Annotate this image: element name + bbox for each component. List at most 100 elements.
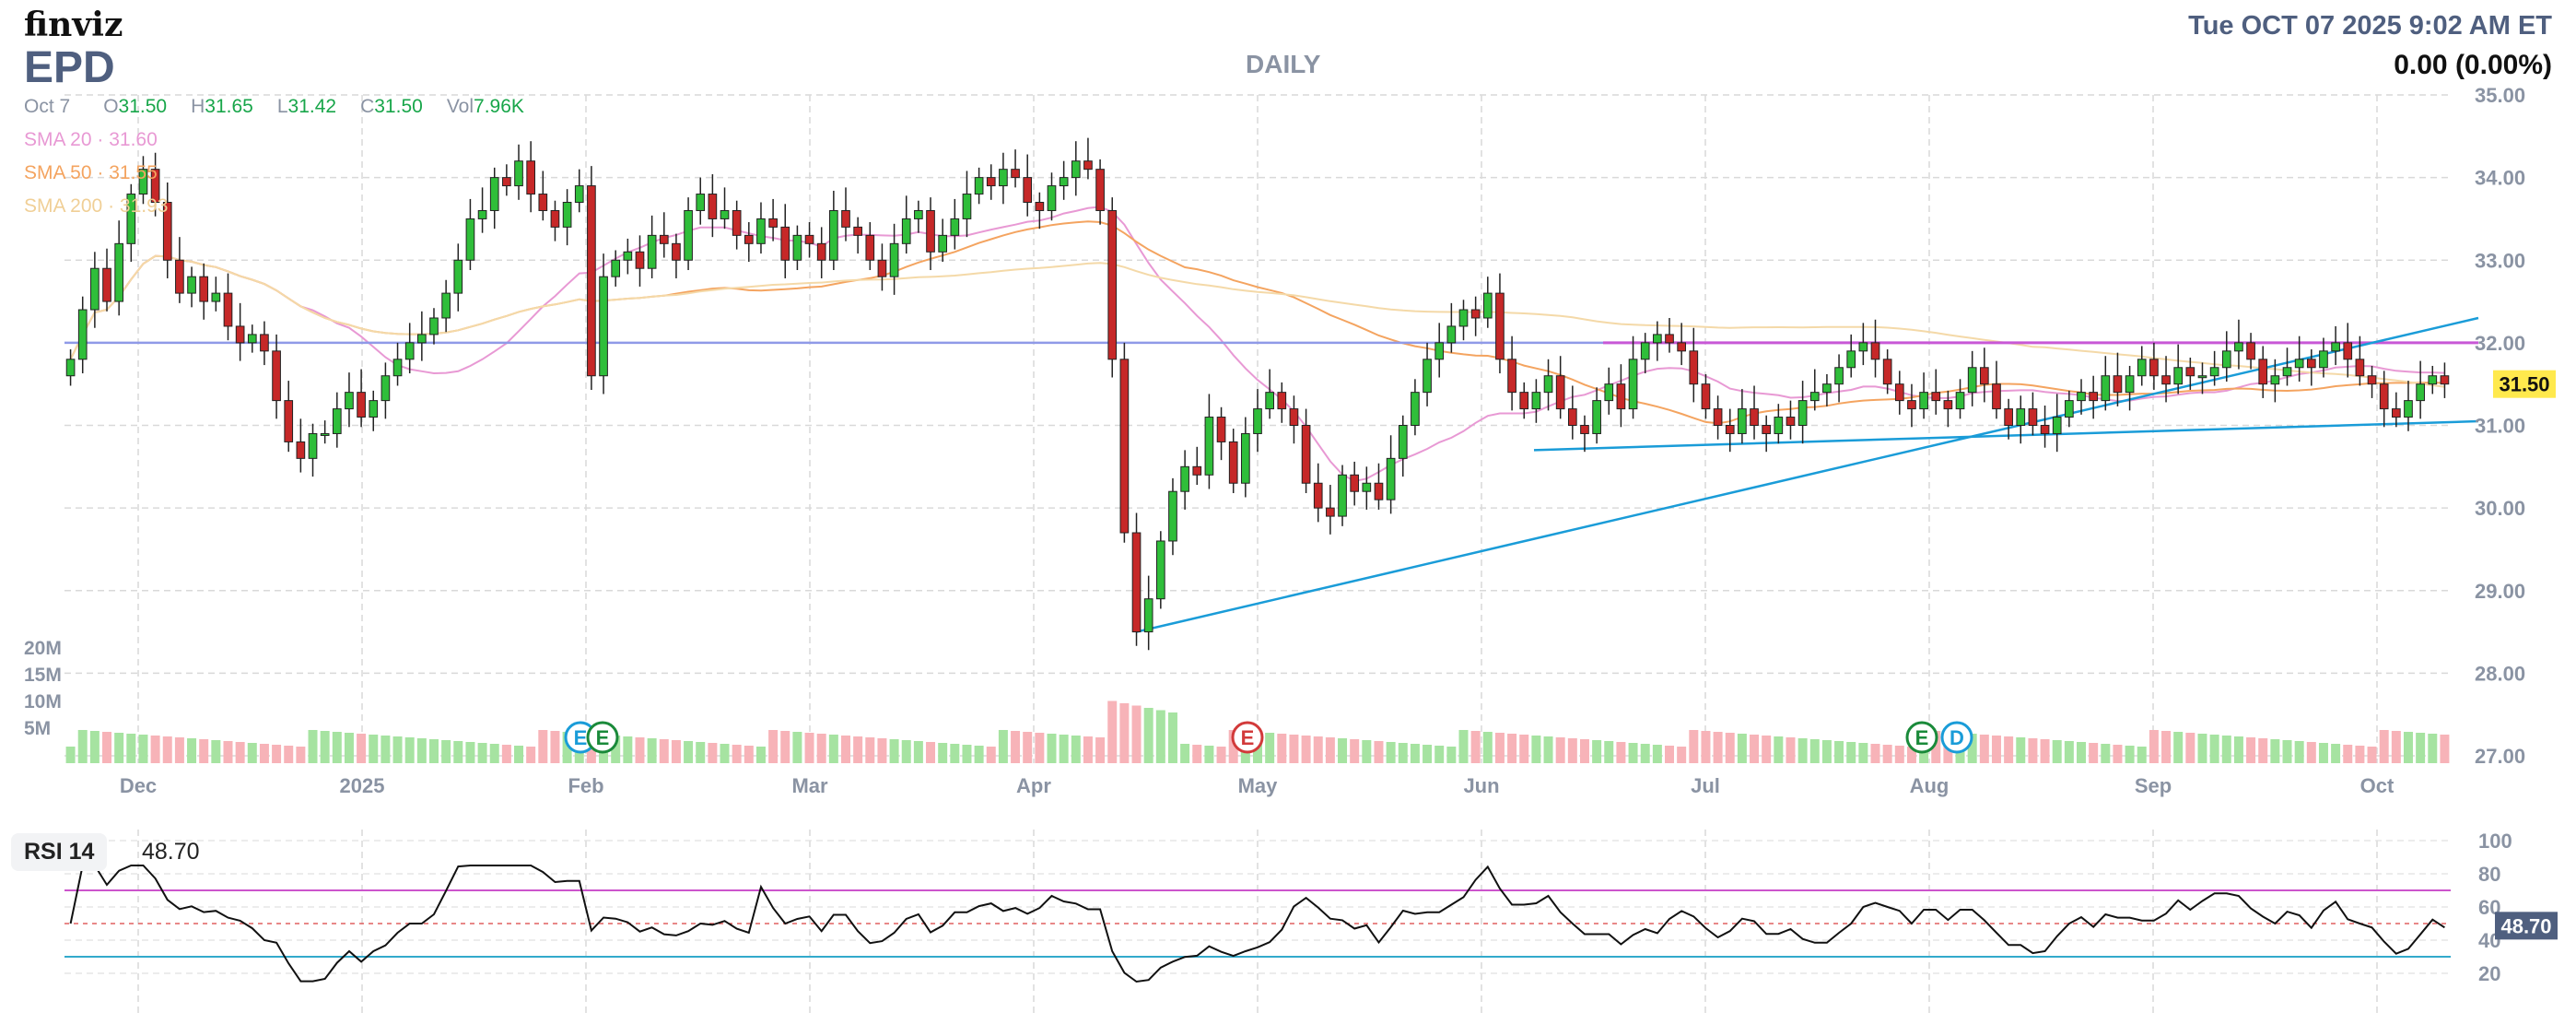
candle-body — [175, 259, 184, 294]
volume-bar — [611, 736, 621, 763]
candle-body — [2101, 375, 2111, 402]
candle-body — [2379, 383, 2389, 410]
candle-body — [1616, 383, 1626, 410]
candle-body — [1640, 342, 1650, 360]
volume-bar — [1991, 736, 2001, 763]
volume-bar — [501, 745, 511, 763]
candle-body — [1470, 309, 1481, 319]
candle-body — [369, 400, 379, 418]
sma50-legend[interactable]: SMA 50 · 31.55 — [24, 162, 158, 183]
candle-body — [2028, 408, 2038, 427]
sma20-legend[interactable]: SMA 20 · 31.60 — [24, 129, 158, 150]
event-marker — [1905, 721, 1938, 754]
volume-tick-label: 10M — [24, 691, 62, 712]
candle-body — [345, 392, 354, 410]
candle-body — [841, 209, 850, 228]
volume-bar — [1750, 735, 1760, 763]
volume-bar — [816, 734, 826, 763]
volume-bar — [1665, 746, 1675, 763]
finviz-logo[interactable]: finviz — [24, 6, 123, 44]
candle-body — [2221, 350, 2231, 369]
candle-body — [1580, 425, 1589, 434]
candle-body — [404, 342, 415, 360]
candle-body — [320, 432, 330, 436]
y-tick-label: 29.00 — [2475, 580, 2525, 603]
volume-bar — [840, 736, 850, 763]
candle-body — [381, 375, 391, 402]
candle-body — [672, 242, 681, 261]
candle-body — [2209, 367, 2219, 377]
candle-body — [1846, 350, 1856, 369]
volume-bar — [187, 738, 197, 763]
candle-body — [332, 408, 342, 434]
volume-bar — [1216, 747, 1226, 763]
candle-body — [1446, 325, 1457, 344]
volume-bar — [320, 731, 330, 763]
candle-body — [1277, 392, 1287, 410]
candle-body — [1665, 334, 1674, 344]
candle-body — [1023, 177, 1033, 204]
event-marker — [1940, 721, 1973, 754]
volume-bar — [1713, 732, 1723, 763]
vol-label: Vol — [446, 96, 474, 117]
volume-bar — [138, 735, 148, 763]
candle-body — [2185, 367, 2195, 377]
volume-bar — [1458, 730, 1469, 763]
candle-body — [1967, 367, 1977, 394]
volume-bar — [2294, 741, 2304, 763]
candle-body — [732, 209, 742, 236]
volume-bar — [1155, 710, 1165, 763]
volume-bar — [1616, 742, 1626, 763]
volume-bar — [369, 735, 379, 763]
rsi-tick-label: 100 — [2478, 830, 2512, 853]
candle-body — [2282, 367, 2292, 377]
volume-bar — [986, 747, 996, 763]
candle-body — [1907, 400, 1916, 410]
volume-bar — [235, 742, 245, 763]
last-price-label-bg — [2493, 370, 2556, 398]
low-value: 31.42 — [287, 96, 337, 117]
x-tick-label: May — [1238, 774, 1279, 797]
candle-body — [659, 234, 669, 244]
x-tick-label: Feb — [568, 774, 603, 797]
candle-body — [744, 234, 754, 244]
candle-body — [684, 209, 693, 261]
volume-bar — [2343, 745, 2353, 763]
x-tick-label: Aug — [1910, 774, 1950, 797]
candle-body — [2246, 342, 2255, 360]
volume-bar — [1701, 731, 1711, 763]
volume-bar — [1519, 735, 1529, 763]
rsi-label[interactable]: RSI 14 — [11, 833, 108, 871]
candle-body — [1519, 392, 1529, 410]
volume-bar — [2016, 737, 2026, 763]
candle-body — [647, 234, 657, 269]
candle-body — [2367, 375, 2377, 385]
candle-body — [1326, 507, 1335, 517]
volume-bar — [889, 739, 899, 763]
volume-bar — [1604, 741, 1614, 763]
candle-body — [1482, 292, 1493, 319]
candle-body — [260, 334, 269, 352]
volume-bar — [89, 731, 100, 763]
volume-bar — [962, 745, 972, 763]
volume-bar — [284, 746, 294, 763]
candle-body — [2404, 400, 2413, 418]
candle-body — [2197, 375, 2207, 379]
volume-bar — [877, 738, 887, 763]
candle-body — [441, 292, 451, 319]
volume-bar — [1204, 746, 1214, 763]
volume-bar — [2306, 742, 2316, 763]
candle-body — [77, 309, 88, 360]
candle-body — [1822, 383, 1832, 394]
candlesticks — [65, 137, 2450, 651]
candle-body — [1677, 342, 1686, 352]
volume-tick-label: 20M — [24, 638, 62, 659]
volume-bar — [1011, 731, 1021, 763]
timeframe-label[interactable]: DAILY — [1246, 50, 1321, 78]
sma200-legend[interactable]: SMA 200 · 31.93 — [24, 195, 169, 217]
volume-bar — [671, 740, 681, 763]
candle-body — [804, 234, 814, 244]
candle-body — [1095, 169, 1105, 211]
